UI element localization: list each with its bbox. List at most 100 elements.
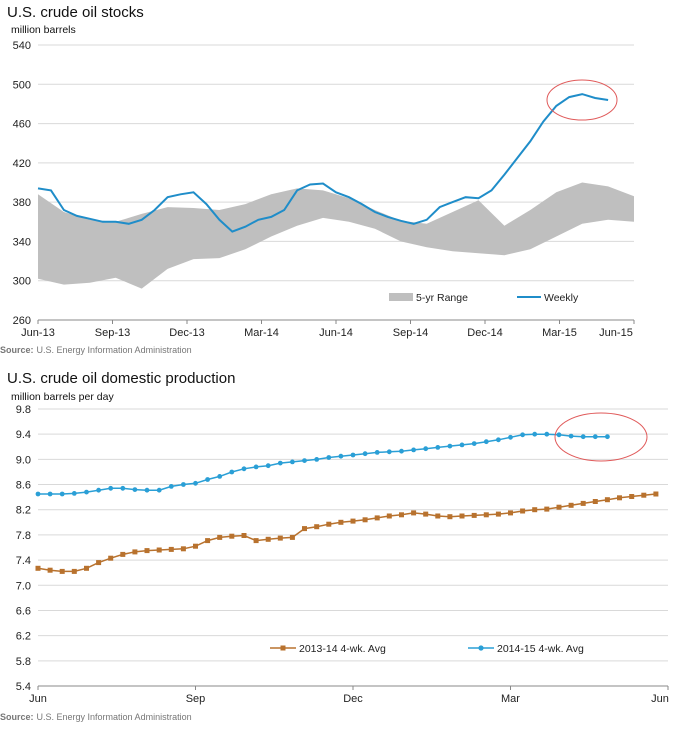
data-point xyxy=(193,480,198,486)
stocks-chart-title: U.S. crude oil stocks xyxy=(7,4,144,21)
data-point xyxy=(241,533,247,538)
data-point xyxy=(144,548,150,554)
series-line xyxy=(37,493,656,573)
data-point xyxy=(253,538,259,544)
data-point xyxy=(241,466,247,472)
y-tick-label: 8.6 xyxy=(16,480,31,492)
data-point xyxy=(193,543,198,549)
data-point xyxy=(447,443,453,449)
stocks-chart: U.S. crude oil stocks million barrels 26… xyxy=(0,4,635,355)
data-point xyxy=(47,491,53,497)
data-point xyxy=(471,512,477,518)
y-tick-label: 7.8 xyxy=(16,530,31,542)
production-source-text: U.S. Energy Information Administration xyxy=(37,712,192,722)
data-point xyxy=(265,536,271,542)
x-tick-label: Jun xyxy=(651,693,669,705)
data-point xyxy=(96,487,101,493)
data-point xyxy=(520,432,525,438)
data-point xyxy=(229,469,235,475)
x-tick-label: Mar-14 xyxy=(244,327,279,339)
data-point xyxy=(520,508,526,514)
stocks-highlight-circle xyxy=(546,79,618,121)
range-band xyxy=(38,182,634,289)
y-tick-label: 6.2 xyxy=(16,631,31,643)
stocks-x-tick-labels: Jun-13 Sep-13 Dec-13 Mar-14 Jun-14 Sep-14 Dec-… xyxy=(21,320,635,339)
legend-label-5yr-range: 5-yr Range xyxy=(416,292,468,304)
weekly-line xyxy=(37,93,609,233)
data-point xyxy=(132,549,138,555)
production-source-label: Source: xyxy=(0,712,34,722)
data-point xyxy=(399,512,404,518)
data-point xyxy=(423,511,429,517)
data-point xyxy=(556,504,562,510)
production-source-note: Source: U.S. Energy Information Administr… xyxy=(0,712,192,722)
data-point xyxy=(604,497,610,503)
data-point xyxy=(556,432,562,438)
x-tick-label: Dec-13 xyxy=(169,327,204,339)
data-point xyxy=(217,534,223,540)
data-point xyxy=(229,533,235,539)
data-point xyxy=(181,482,186,487)
data-point xyxy=(374,450,380,455)
data-point xyxy=(617,495,622,501)
data-point xyxy=(205,477,211,482)
y-tick-label: 500 xyxy=(13,79,31,91)
data-point xyxy=(544,431,550,437)
production-x-tick-labels: Jun Sep Dec Mar Jun xyxy=(29,686,669,705)
x-tick-label: Mar xyxy=(501,693,520,705)
x-tick-label: Mar-15 xyxy=(542,327,577,339)
production-chart: U.S. crude oil domestic production milli… xyxy=(0,370,669,722)
data-point xyxy=(71,568,77,574)
legend-marker-2013-14 xyxy=(280,645,286,651)
data-point xyxy=(568,502,574,508)
stocks-y-tick-labels: 260 300 340 380 420 460 500 540 xyxy=(13,40,31,327)
production-y-tick-labels: 5.4 5.8 6.2 6.6 7.0 7.4 7.8 8.2 8.6 9.0 9.4 9.8 xyxy=(16,404,31,693)
data-point xyxy=(96,560,102,566)
y-tick-label: 6.6 xyxy=(16,605,31,617)
data-point xyxy=(302,458,307,463)
production-legend: 2013-14 4-wk. Avg 2014-15 4-wk. Avg xyxy=(270,643,584,655)
data-point xyxy=(108,485,114,491)
data-point xyxy=(326,521,332,527)
y-tick-label: 9.8 xyxy=(16,404,31,416)
data-point xyxy=(338,453,344,459)
data-point xyxy=(568,433,574,439)
data-point xyxy=(350,518,356,524)
production-2014-15-series xyxy=(35,431,610,497)
data-point xyxy=(471,441,477,446)
data-point xyxy=(592,499,598,504)
data-point xyxy=(120,485,126,491)
production-chart-title: U.S. crude oil domestic production xyxy=(7,370,235,387)
y-tick-label: 460 xyxy=(13,119,31,131)
x-tick-label: Jun-13 xyxy=(21,327,55,339)
data-point xyxy=(411,447,416,453)
production-2013-14-series xyxy=(35,491,659,574)
data-point xyxy=(386,513,392,519)
data-point xyxy=(544,506,550,512)
data-point xyxy=(350,452,356,458)
data-point xyxy=(35,565,41,571)
data-point xyxy=(653,491,659,497)
stocks-5yr-range-area xyxy=(38,182,634,289)
x-tick-label: Dec-14 xyxy=(467,327,502,339)
data-point xyxy=(496,437,501,443)
y-tick-label: 7.0 xyxy=(16,580,31,592)
x-tick-label: Jun xyxy=(29,693,47,705)
y-tick-label: 380 xyxy=(13,197,31,209)
data-point xyxy=(495,511,501,517)
data-point xyxy=(47,567,53,573)
data-point xyxy=(423,446,429,452)
y-tick-label: 420 xyxy=(13,158,31,170)
legend-marker-2014-15 xyxy=(478,645,484,651)
legend-swatch-5yr-range xyxy=(389,293,413,301)
data-point xyxy=(580,434,586,440)
stocks-y-unit-label: million barrels xyxy=(11,24,76,36)
y-tick-label: 7.4 xyxy=(16,555,31,567)
data-point xyxy=(217,474,223,479)
data-point xyxy=(508,434,513,440)
data-point xyxy=(592,434,598,440)
data-point xyxy=(447,514,453,520)
data-point xyxy=(435,445,441,450)
data-point xyxy=(629,494,635,499)
